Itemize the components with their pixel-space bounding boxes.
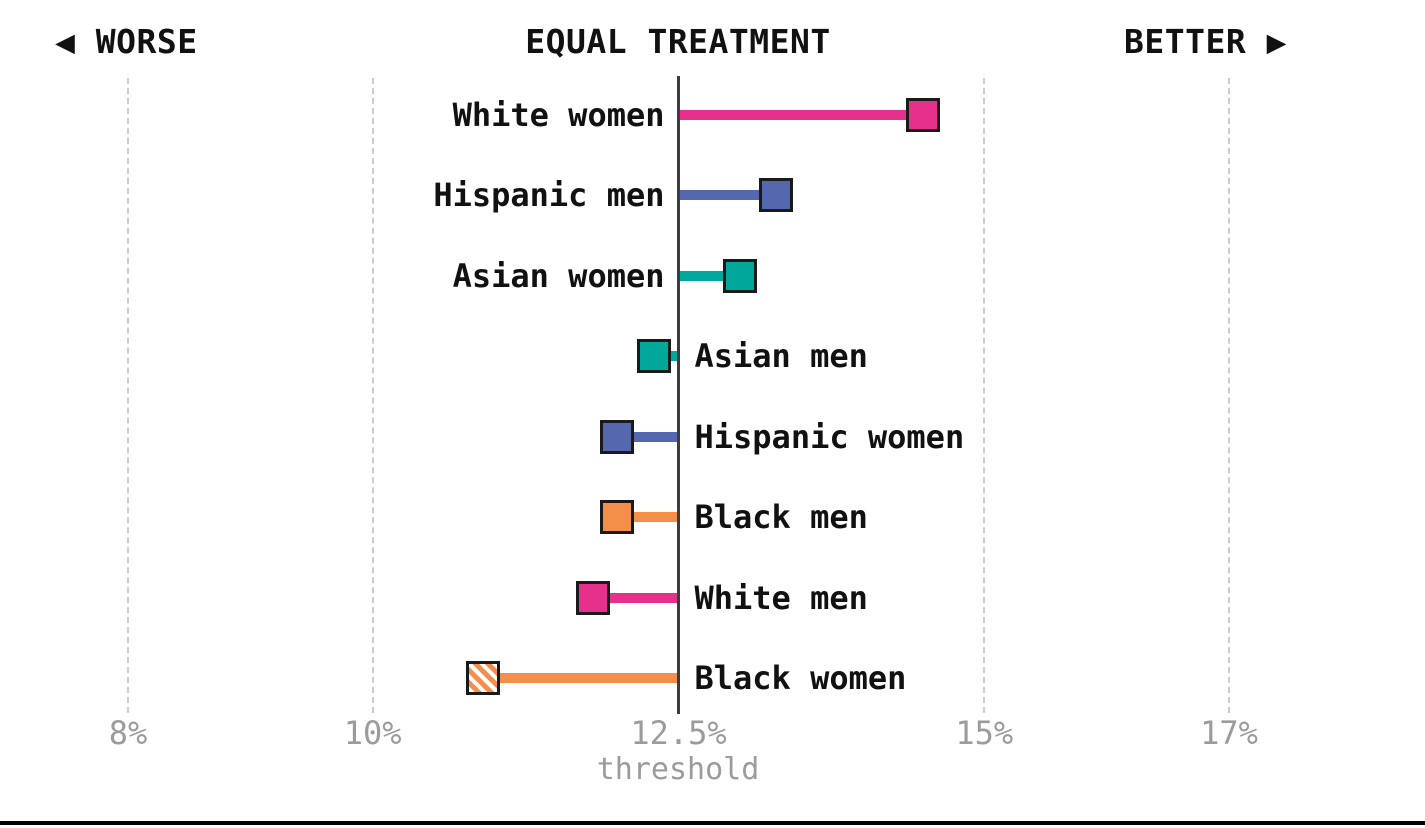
row-stem <box>617 431 679 442</box>
row-label: Black women <box>694 659 907 697</box>
row-marker <box>759 178 794 213</box>
x-axis-tick-label: 10% <box>343 714 402 752</box>
row-stem <box>482 673 679 683</box>
bottom-rule <box>0 821 1425 825</box>
row-label: Hispanic women <box>694 417 965 456</box>
row-stem <box>592 592 679 603</box>
row-marker <box>637 339 672 374</box>
equal-treatment-label: EQUAL TREATMENT <box>525 22 831 61</box>
row-label: Black men <box>694 498 868 537</box>
row-marker <box>600 419 635 454</box>
row-label: White men <box>694 578 868 617</box>
x-axis-tick-label: 15% <box>955 714 1014 752</box>
gridline <box>371 78 374 713</box>
row-marker <box>575 580 610 615</box>
gridline <box>983 78 986 713</box>
x-axis-tick-label: 12.5% <box>630 714 727 752</box>
row-stem <box>678 270 740 281</box>
row-stem <box>678 190 777 201</box>
x-axis-tick-label: 17% <box>1200 714 1258 752</box>
row-marker <box>722 258 757 293</box>
row-label: Asian women <box>452 256 665 295</box>
better-direction-label: BETTER ▶ <box>1124 22 1287 61</box>
row-marker <box>465 661 500 695</box>
row-marker <box>906 98 941 132</box>
threshold-line <box>676 76 680 714</box>
worse-direction-label: ◀ WORSE <box>55 22 198 61</box>
row-label: White women <box>452 96 665 134</box>
threshold-axis-sublabel: threshold <box>596 752 760 787</box>
gridline <box>1227 78 1230 713</box>
row-stem <box>617 512 679 523</box>
row-label: Hispanic men <box>433 176 665 215</box>
row-stem <box>678 110 924 120</box>
row-marker <box>600 500 635 535</box>
gridline <box>127 78 129 713</box>
x-axis-tick-label: 8% <box>108 714 148 752</box>
row-label: Asian men <box>694 337 868 376</box>
